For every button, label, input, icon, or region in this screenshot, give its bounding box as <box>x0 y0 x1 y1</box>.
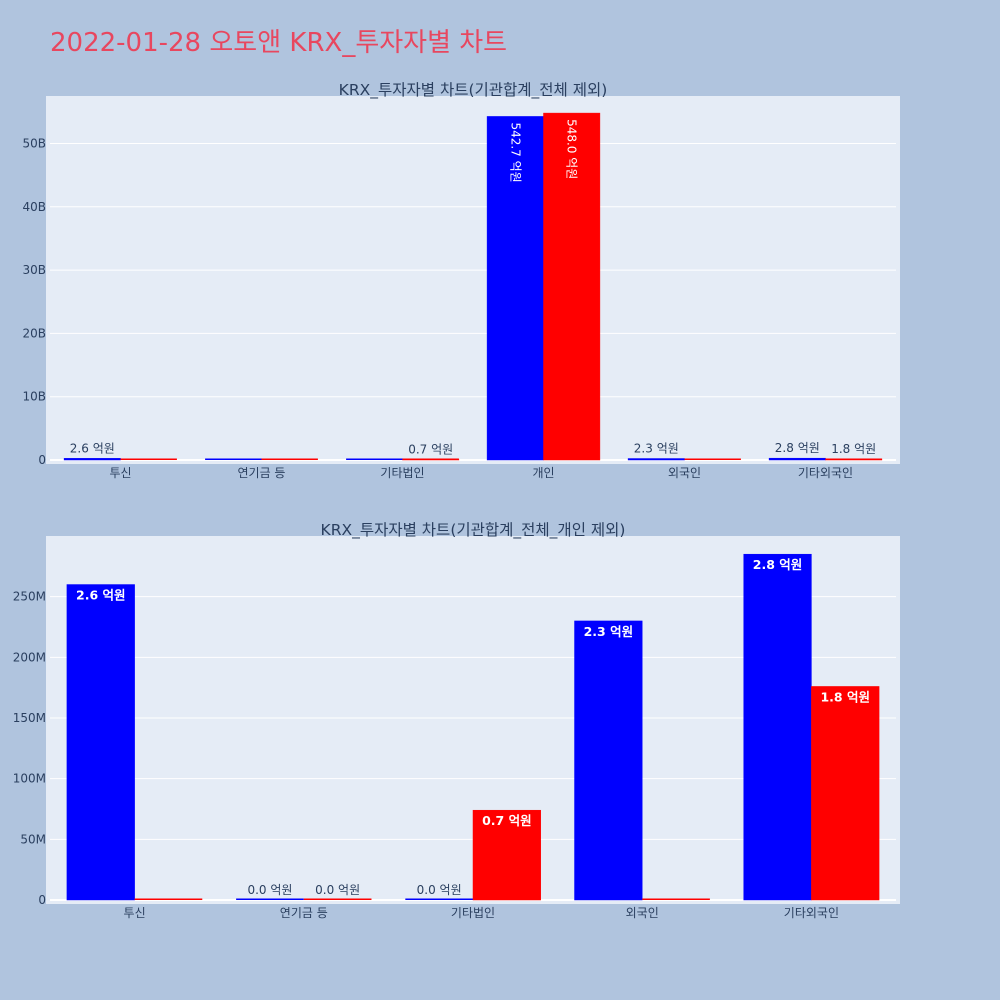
bar-label: 542.7 억원 <box>508 122 522 182</box>
y-tick-label: 40B <box>22 200 46 214</box>
chart-1-marks: 0 10B 20B 30B 40B 50B 투신 연기금 등 기타법인 개인 외국인 기타외국인 2.6… <box>22 112 896 480</box>
y-tick-label: 0 <box>38 453 46 467</box>
bar-label: 2.6 억원 <box>76 588 126 603</box>
x-tick-label: 기타법인 <box>380 466 424 480</box>
bar-baseline <box>628 458 685 460</box>
bar-label: 0.0 억원 <box>315 883 360 897</box>
bar-baseline <box>261 458 318 460</box>
y-tick-label: 10B <box>22 390 46 404</box>
bar-baseline <box>205 458 262 460</box>
bar-label: 1.8 억원 <box>831 442 876 456</box>
x-tick-label: 기타외국인 <box>798 466 853 480</box>
bar <box>743 553 812 901</box>
bar-baseline <box>769 458 826 460</box>
x-tick-label: 기타외국인 <box>784 906 839 920</box>
bar-label: 2.8 억원 <box>753 557 803 572</box>
bar <box>574 620 643 901</box>
y-tick-label: 0 <box>38 893 46 907</box>
bar-label: 0.7 억원 <box>408 443 453 457</box>
bar-baseline <box>303 898 372 900</box>
bar-baseline <box>64 458 121 460</box>
y-tick-label: 50B <box>22 136 46 150</box>
y-tick-label: 20B <box>22 326 46 340</box>
plot-area-1 <box>46 96 900 464</box>
bar-label: 1.8 억원 <box>820 689 870 704</box>
bar-label: 2.6 억원 <box>70 441 115 455</box>
bar-label: 2.3 억원 <box>634 442 679 456</box>
bar-baseline <box>346 458 403 460</box>
y-tick-label: 250M <box>13 590 46 604</box>
bar-baseline <box>236 898 304 900</box>
x-tick-label: 개인 <box>532 466 554 480</box>
x-tick-label: 투신 <box>109 466 131 480</box>
x-tick-label: 외국인 <box>626 906 659 920</box>
bar-baseline <box>825 458 882 460</box>
x-tick-label: 기타법인 <box>451 906 495 920</box>
bar-label: 0.0 억원 <box>247 883 292 897</box>
chart-1-title: KRX_투자자별 차트(기관합계_전체 제외) <box>339 81 608 100</box>
y-tick-label: 150M <box>13 711 46 725</box>
chart-2-marks: 0 50M 100M 150M 200M 250M 투신 연기금 등 기타법인 외국인 기타외국인 2… <box>13 553 896 920</box>
bar <box>486 116 544 461</box>
x-tick-label: 투신 <box>124 906 146 920</box>
chart-2-title: KRX_투자자별 차트(기관합계_전체_개인 제외) <box>321 521 626 540</box>
bar-baseline <box>134 898 203 900</box>
bar <box>543 112 601 461</box>
x-tick-label: 연기금 등 <box>280 906 328 920</box>
bar-baseline <box>405 898 473 900</box>
bar-label: 2.3 억원 <box>584 624 634 639</box>
bar-baseline <box>402 458 459 460</box>
x-tick-label: 외국인 <box>668 466 701 480</box>
bar <box>66 584 135 901</box>
bar <box>811 686 880 901</box>
bar-label: 0.7 억원 <box>482 813 532 828</box>
bar-label: 2.8 억원 <box>775 441 820 455</box>
y-tick-label: 200M <box>13 650 46 664</box>
bar-label: 0.0 억원 <box>417 883 462 897</box>
y-tick-label: 100M <box>13 772 46 786</box>
y-tick-label: 50M <box>20 832 46 846</box>
bar-baseline <box>120 458 177 460</box>
bar <box>472 809 541 901</box>
y-tick-label: 30B <box>22 263 46 277</box>
bar-baseline <box>684 458 741 460</box>
bar-label: 548.0 억원 <box>565 119 579 179</box>
page-title: 2022-01-28 오토앤 KRX_투자자별 차트 <box>50 28 508 58</box>
bar-baseline <box>642 898 710 900</box>
x-tick-label: 연기금 등 <box>238 466 286 480</box>
